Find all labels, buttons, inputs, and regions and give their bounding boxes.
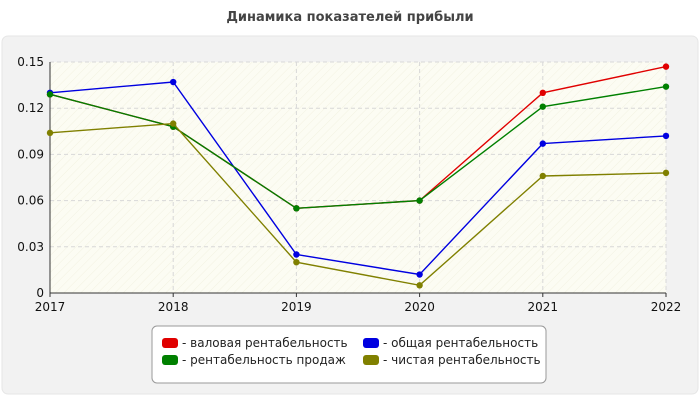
y-tick-label: 0.12: [17, 101, 44, 115]
legend-label-4: - чистая рентабельность: [383, 353, 541, 367]
series-line-4: [49, 122, 667, 287]
legend-box: [151, 325, 547, 384]
series-layer: [46, 63, 670, 289]
data-point-s4-2018: [170, 120, 177, 127]
data-point-s3-2020: [416, 197, 423, 204]
y-tick-label: 0.03: [17, 240, 44, 254]
legend-label-1: - валовая рентабельность: [182, 336, 348, 350]
legend-swatch-4: [363, 355, 379, 365]
data-point-s2-2020: [416, 271, 423, 278]
data-point-s3-2022: [662, 83, 670, 90]
data-point-s4-2020: [416, 282, 423, 289]
legend-label-3: - рентабельность продаж: [182, 353, 346, 367]
data-point-s2-2019: [293, 251, 300, 258]
x-tick-label: 2018: [158, 300, 189, 314]
y-tick-label: 0.06: [17, 194, 44, 208]
legend-swatch-1: [162, 338, 178, 348]
series-line-2: [49, 81, 667, 276]
legend-label-2: - общая рентабельность: [383, 336, 538, 350]
plot-area-hatch: [50, 62, 666, 293]
data-point-s3-2021: [539, 103, 546, 110]
data-point-s4-2017: [46, 129, 54, 137]
data-point-s4-2021: [539, 172, 546, 180]
y-tick-label: 0.15: [17, 55, 44, 69]
x-tick-label: 2017: [35, 300, 66, 314]
x-tick-label: 2022: [651, 300, 682, 314]
legend-swatch-3: [162, 355, 178, 365]
data-point-s4-2019: [293, 259, 300, 266]
data-point-s3-2017: [46, 91, 54, 98]
data-point-s3-2019: [293, 205, 300, 212]
data-point-s1-2021: [539, 89, 546, 97]
axis-layer: 0 0.03 0.06 0.09 0.12 0.15 2017 2018 2019 2020 202…: [17, 55, 681, 314]
data-point-s1-2022: [662, 63, 670, 70]
x-tick-label: 2020: [404, 300, 435, 314]
series-line-3: [49, 85, 667, 210]
x-tick-label: 2019: [281, 300, 312, 314]
legend: - валовая рентабельность - общая рентабел…: [151, 325, 547, 384]
legend-swatch-2: [363, 338, 379, 348]
y-tick-label: 0: [36, 286, 44, 300]
data-point-s4-2022: [662, 169, 670, 177]
chart-title: Динамика показателей прибыли: [226, 10, 474, 25]
data-point-s2-2022: [662, 132, 670, 140]
y-tick-label: 0.09: [17, 147, 44, 161]
data-point-s2-2021: [539, 140, 546, 147]
x-tick-label: 2021: [528, 300, 559, 314]
data-point-s2-2018: [170, 78, 177, 86]
